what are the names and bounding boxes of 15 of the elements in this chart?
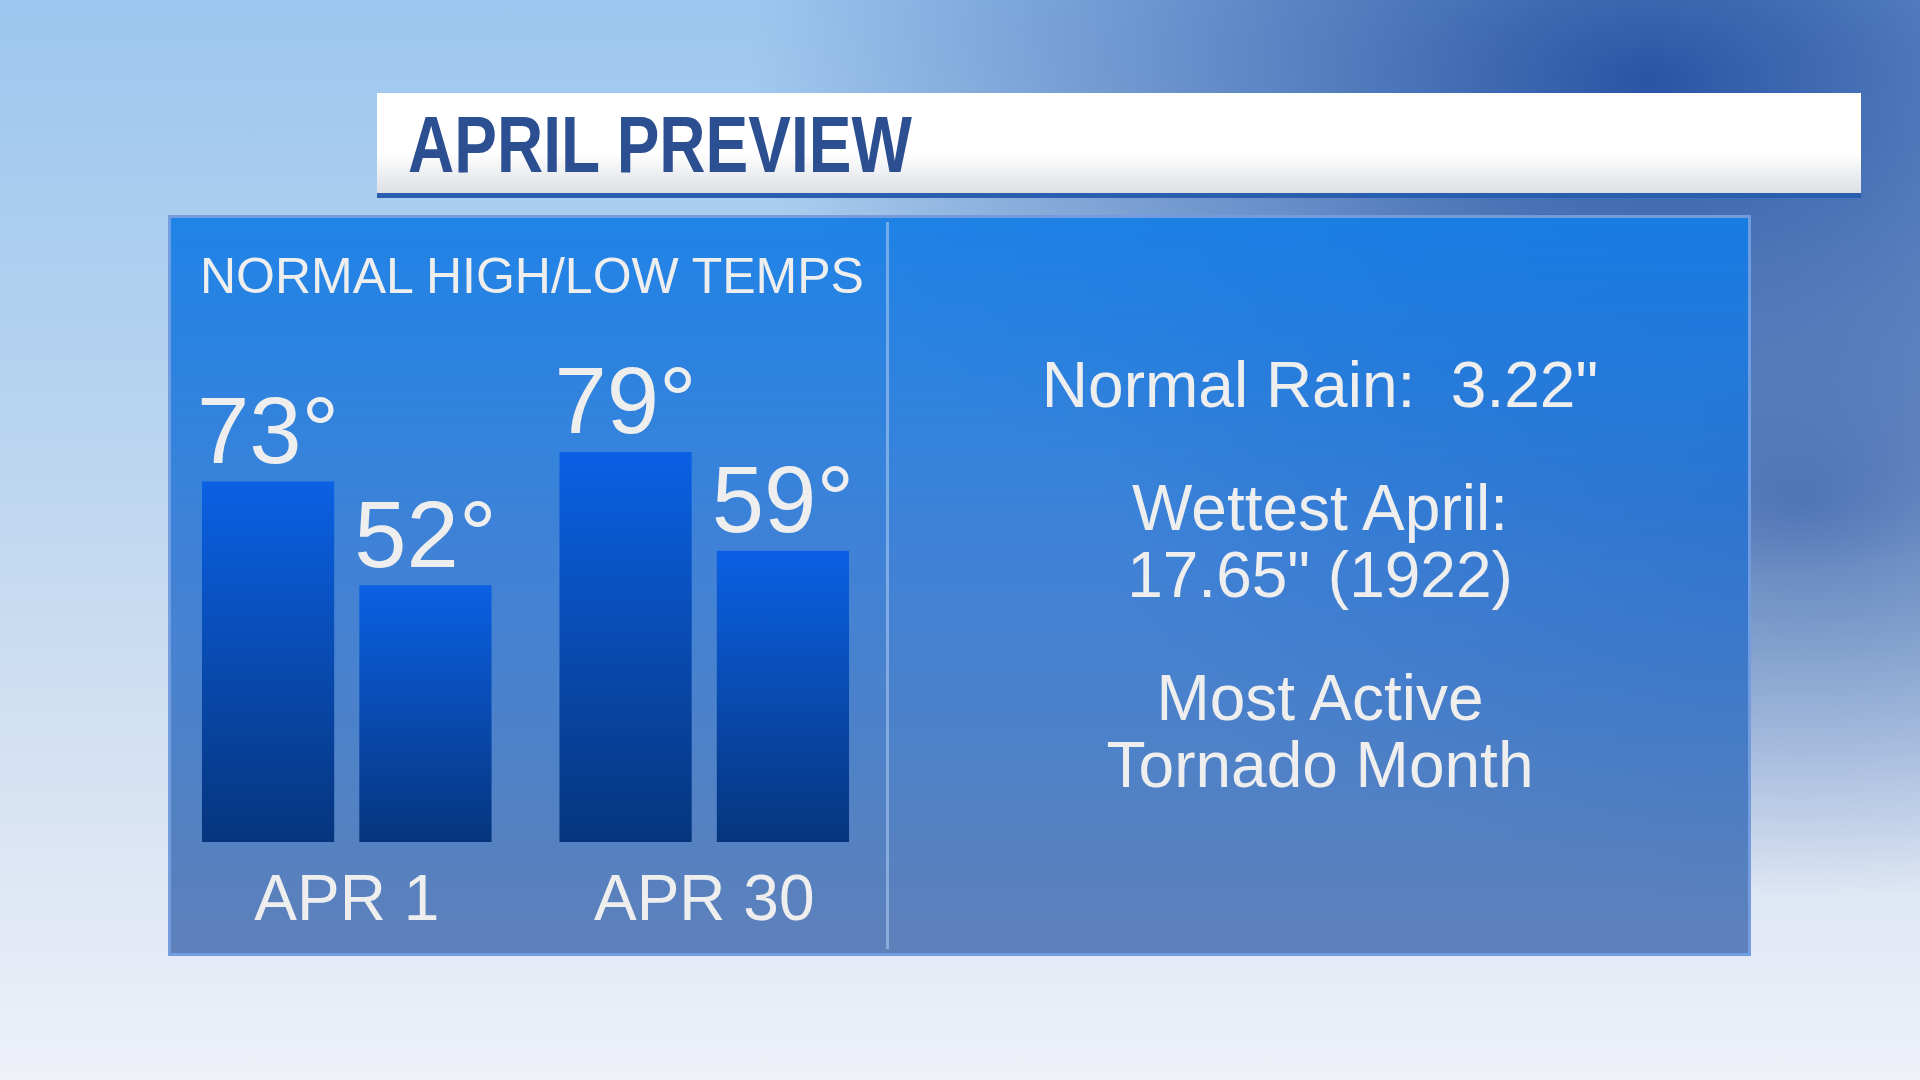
data-label: 73° [197, 378, 340, 484]
data-label: 59° [711, 447, 854, 553]
bar [716, 550, 850, 842]
text: Most Active Tornado Month [1106, 662, 1534, 801]
chart-subtitle: NORMAL HIGH/LOW TEMPS [200, 248, 864, 304]
data-label: 52° [354, 481, 497, 587]
x-tick-label: APR 1 [254, 862, 440, 934]
bar [559, 451, 692, 842]
data-label: 79° [554, 348, 697, 454]
bar [201, 481, 335, 842]
x-tick-label: APR 30 [593, 862, 815, 934]
text: Normal Rain: 3.22" [1041, 349, 1599, 421]
chart-title: APRIL PREVIEW [408, 99, 912, 191]
text: Wettest April: 17.65" (1922) [1127, 472, 1513, 611]
bar [359, 585, 492, 842]
